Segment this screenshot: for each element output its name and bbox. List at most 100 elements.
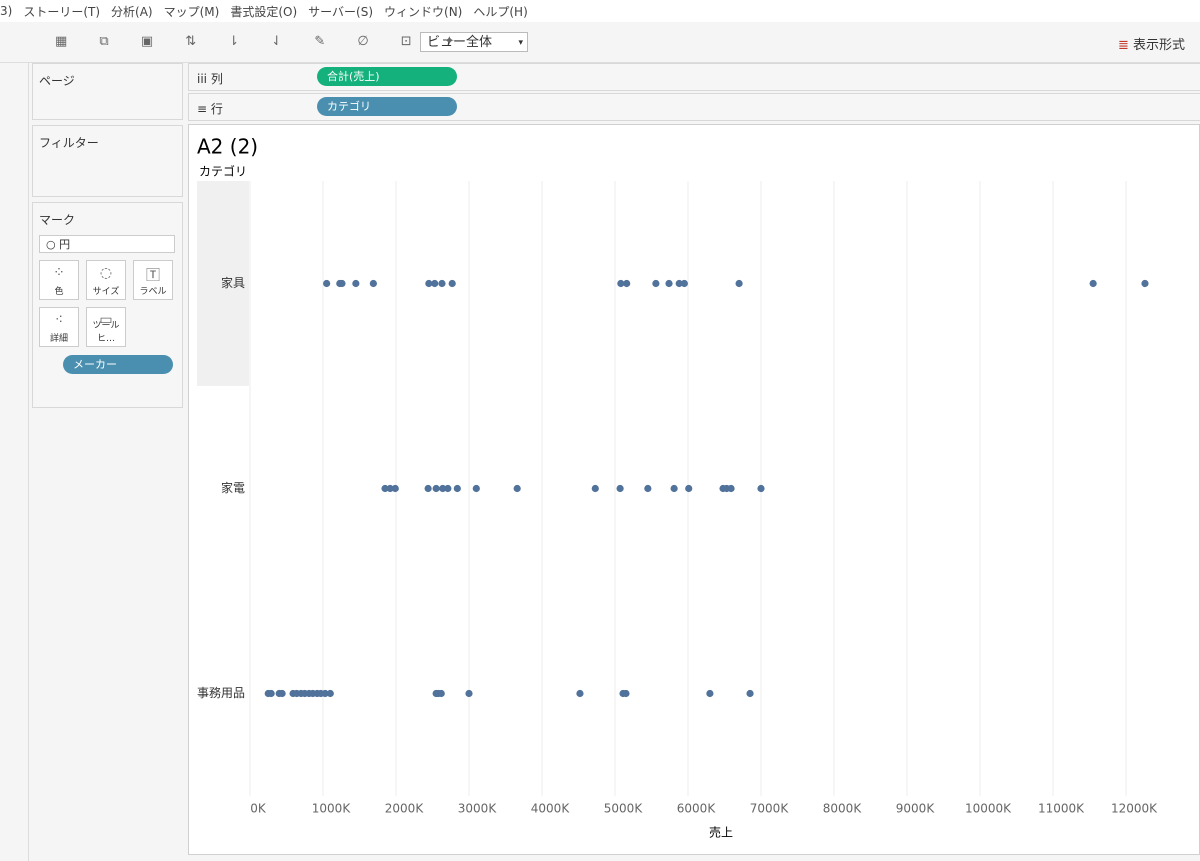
menu-item[interactable]: ウィンドウ(N) bbox=[384, 4, 463, 19]
x-tick-label: 10000K bbox=[965, 802, 1012, 816]
dot bbox=[644, 484, 652, 493]
dot bbox=[444, 484, 452, 493]
dot bbox=[757, 484, 765, 493]
menu-item[interactable]: サーバー(S) bbox=[308, 4, 374, 19]
dot bbox=[623, 279, 631, 288]
dot bbox=[386, 484, 394, 493]
x-tick-label: 12000K bbox=[1111, 802, 1158, 816]
panel-title: ページ bbox=[39, 74, 75, 88]
shelf-label: iii 列 bbox=[197, 72, 223, 86]
mark-button[interactable]: 🅃 ラベル bbox=[133, 260, 173, 300]
dot bbox=[439, 484, 447, 493]
x-tick-label: 11000K bbox=[1038, 802, 1085, 816]
caret: ▾ bbox=[518, 38, 523, 48]
mark-icon: ⁖ bbox=[54, 312, 64, 328]
mark-button-label: ラベル bbox=[139, 287, 167, 297]
dot bbox=[727, 484, 735, 493]
menu-item[interactable]: 書式設定(O) bbox=[230, 4, 298, 19]
dot bbox=[438, 279, 446, 288]
mark-button[interactable]: ⁖ 詳細 bbox=[39, 307, 79, 347]
x-tick-label: 5000K bbox=[604, 802, 644, 816]
y-tick-label: 事務用品 bbox=[197, 686, 245, 700]
dot bbox=[591, 484, 599, 493]
dot bbox=[432, 484, 440, 493]
menu-bar: 3) ストーリー(T) 分析(A) マップ(M) 書式設定(O) サーバー(S) ウィンドウ… bbox=[0, 0, 1200, 22]
shelf-label: ≡ 行 bbox=[197, 102, 223, 116]
dot bbox=[424, 484, 432, 493]
mark-button-label: 色 bbox=[54, 287, 64, 297]
mark-button[interactable]: ◌ サイズ bbox=[86, 260, 126, 300]
view-dropdown-text: ビュー全体 bbox=[427, 35, 493, 50]
format-text: 表示形式 bbox=[1133, 38, 1186, 53]
dot bbox=[665, 279, 673, 288]
menu-item[interactable]: 分析(A) bbox=[111, 4, 153, 19]
dot bbox=[431, 279, 439, 288]
dot bbox=[706, 689, 714, 698]
dot bbox=[675, 279, 683, 288]
panel-title: フィルター bbox=[39, 136, 99, 150]
toolbar-icons: ▦ ⧉ ▣ ⇅ ⇂ ⇃ ✎ ∅ ⊡ ✦ bbox=[55, 34, 469, 49]
pill-text: 合計(売上) bbox=[327, 70, 380, 83]
dot bbox=[1141, 279, 1149, 288]
mark-icon: 🅃 bbox=[146, 268, 160, 284]
shelf-label-text: 行 bbox=[210, 102, 223, 116]
dot bbox=[352, 279, 360, 288]
data-pane-edge bbox=[0, 63, 29, 861]
x-tick-label: 0K bbox=[250, 802, 267, 816]
dot bbox=[670, 484, 678, 493]
x-axis-label: 売上 bbox=[709, 825, 733, 840]
mark-button[interactable]: ⁘ 色 bbox=[39, 260, 79, 300]
mark-icon: ◌ bbox=[99, 265, 113, 281]
dot bbox=[369, 279, 377, 288]
columns-shelf: iii 列 合計(売上) bbox=[188, 63, 1200, 91]
dot bbox=[746, 689, 754, 698]
detail-pill[interactable]: メーカー bbox=[63, 355, 173, 374]
columns-pill[interactable]: 合計(売上) bbox=[317, 67, 457, 86]
view-dropdown[interactable]: ビュー全体 ▾ bbox=[420, 32, 528, 52]
row-highlight bbox=[197, 181, 249, 386]
mark-type: 円 bbox=[59, 238, 71, 251]
dot bbox=[437, 689, 445, 698]
x-tick-label: 4000K bbox=[531, 802, 571, 816]
menu-item[interactable]: ヘルプ(H) bbox=[473, 4, 528, 19]
mark-button-label: サイズ bbox=[92, 287, 120, 297]
shelf-label-text: 列 bbox=[210, 72, 223, 86]
dot bbox=[616, 484, 624, 493]
menu-item[interactable]: ストーリー(T) bbox=[23, 4, 101, 19]
format-icon: ≣ bbox=[1118, 38, 1134, 53]
chart: A2 (2) カテゴリ 売上 0K 1000K 2000K 3000K 4000K 500… bbox=[188, 124, 1200, 855]
dot bbox=[391, 484, 399, 493]
dot bbox=[685, 484, 693, 493]
dot bbox=[652, 279, 660, 288]
rows-pill[interactable]: カテゴリ bbox=[317, 97, 457, 116]
dot bbox=[425, 279, 433, 288]
mark-type-dropdown[interactable]: ○ 円 bbox=[39, 235, 175, 253]
dot bbox=[453, 484, 461, 493]
dot bbox=[278, 689, 286, 698]
dot bbox=[622, 689, 630, 698]
dot bbox=[1089, 279, 1097, 288]
menu-item[interactable]: マップ(M) bbox=[163, 4, 220, 19]
x-tick-label: 8000K bbox=[823, 802, 863, 816]
mark-button-label: ツールヒ… bbox=[92, 321, 120, 344]
mark-icon: ▭ bbox=[99, 312, 113, 328]
dot bbox=[513, 484, 521, 493]
mark-icon: ⁘ bbox=[53, 265, 65, 281]
x-tick-label: 6000K bbox=[677, 802, 717, 816]
row-header: カテゴリ bbox=[199, 164, 247, 179]
format-button[interactable]: ≣ 表示形式 bbox=[1118, 34, 1185, 53]
dot bbox=[472, 484, 480, 493]
pill-text: メーカー bbox=[73, 358, 117, 371]
pages-panel: ページ bbox=[32, 63, 183, 120]
panel-title: マーク bbox=[39, 213, 76, 227]
dot bbox=[680, 279, 688, 288]
dot bbox=[338, 279, 346, 288]
chart-title: A2 (2) bbox=[197, 135, 258, 159]
y-tick-label: 家電 bbox=[221, 480, 245, 495]
x-tick-label: 2000K bbox=[385, 802, 425, 816]
dot bbox=[448, 279, 456, 288]
x-tick-label: 1000K bbox=[312, 802, 352, 816]
menu-item[interactable]: 3) bbox=[0, 4, 13, 18]
mark-button[interactable]: ▭ ツールヒ… bbox=[86, 307, 126, 347]
